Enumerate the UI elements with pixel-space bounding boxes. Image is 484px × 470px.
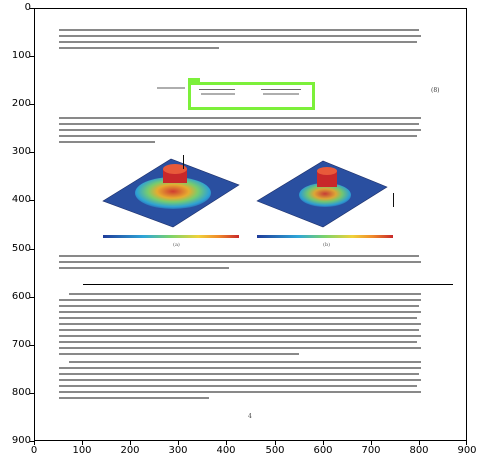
- text-line: [59, 379, 421, 381]
- y-tick-mark: [30, 152, 34, 153]
- y-tick-mark: [30, 393, 34, 394]
- x-tick-label: 500: [265, 445, 285, 456]
- text-line: [59, 397, 209, 399]
- y-tick-mark: [30, 345, 34, 346]
- equation-lhs: [157, 87, 185, 89]
- y-tick-label: 100: [11, 50, 31, 61]
- text-line: [59, 353, 299, 355]
- page-number: 4: [248, 413, 252, 420]
- text-line: [59, 261, 421, 263]
- text-line: [59, 29, 419, 31]
- x-tick-label: 800: [409, 445, 429, 456]
- y-tick-label: 0: [24, 2, 31, 13]
- x-tick-label: 700: [361, 445, 381, 456]
- text-line: [59, 367, 421, 369]
- x-tick-label: 900: [457, 445, 477, 456]
- x-tick-mark: [466, 441, 467, 445]
- fraction-bar: [261, 89, 301, 90]
- denominator: [263, 93, 299, 95]
- text-line: [59, 311, 421, 313]
- text-line: [59, 329, 419, 331]
- text-line: [59, 255, 419, 257]
- y-tick-label: 200: [11, 98, 31, 109]
- text-line: [59, 117, 421, 119]
- x-tick-mark: [275, 441, 276, 445]
- x-tick-label: 400: [216, 445, 236, 456]
- text-line: [59, 391, 421, 393]
- x-tick-label: 200: [120, 445, 140, 456]
- text-line: [59, 135, 417, 137]
- figure-label-a: (a): [173, 242, 180, 248]
- y-tick-mark: [30, 200, 34, 201]
- text-line: [59, 129, 421, 131]
- text-line: [59, 347, 421, 349]
- text-line: [69, 293, 421, 295]
- x-tick-label: 100: [72, 445, 92, 456]
- y-tick-mark: [30, 297, 34, 298]
- text-line: [59, 47, 219, 49]
- text-line: [59, 123, 419, 125]
- y-tick-label: 500: [11, 243, 31, 254]
- text-line: [69, 361, 421, 363]
- equation-number: (8): [431, 87, 440, 94]
- x-tick-label: 600: [313, 445, 333, 456]
- text-line: [59, 335, 421, 337]
- x-tick-mark: [178, 441, 179, 445]
- y-tick-mark: [30, 8, 34, 9]
- figure-label-b: (b): [323, 242, 331, 248]
- x-tick-mark: [34, 441, 35, 445]
- y-tick-mark: [30, 441, 34, 442]
- y-tick-label: 400: [11, 194, 31, 205]
- x-tick-mark: [419, 441, 420, 445]
- fraction-bar: [199, 89, 235, 90]
- y-tick-label: 900: [11, 435, 31, 446]
- x-tick-label: 300: [168, 445, 188, 456]
- text-line: [59, 141, 155, 143]
- text-line: [59, 41, 417, 43]
- colorbar-a: [103, 235, 239, 238]
- text-line: [59, 317, 417, 319]
- figure-surfaces: [102, 155, 394, 238]
- section-divider: [83, 284, 453, 285]
- y-tick-mark: [30, 104, 34, 105]
- document-page: (8): [34, 8, 467, 441]
- y-tick-label: 700: [11, 339, 31, 350]
- highlight-box: [188, 82, 315, 110]
- text-line: [59, 323, 421, 325]
- figure-b-surface: [256, 160, 394, 228]
- x-tick-mark: [130, 441, 131, 445]
- x-tick-mark: [82, 441, 83, 445]
- text-line: [59, 299, 421, 301]
- x-tick-mark: [226, 441, 227, 445]
- y-tick-label: 600: [11, 291, 31, 302]
- x-tick-mark: [323, 441, 324, 445]
- figure-a-surface: [102, 155, 240, 228]
- y-tick-label: 300: [11, 146, 31, 157]
- colorbar-b: [257, 235, 393, 238]
- text-line: [59, 267, 229, 269]
- highlight-tag: [188, 78, 200, 82]
- denominator: [201, 93, 235, 95]
- y-tick-mark: [30, 249, 34, 250]
- x-tick-mark: [371, 441, 372, 445]
- y-tick-label: 800: [11, 387, 31, 398]
- text-line: [59, 373, 419, 375]
- text-line: [59, 385, 417, 387]
- text-line: [59, 305, 419, 307]
- text-line: [59, 341, 417, 343]
- text-line: [59, 35, 421, 37]
- y-tick-mark: [30, 56, 34, 57]
- x-tick-label: 0: [30, 445, 38, 456]
